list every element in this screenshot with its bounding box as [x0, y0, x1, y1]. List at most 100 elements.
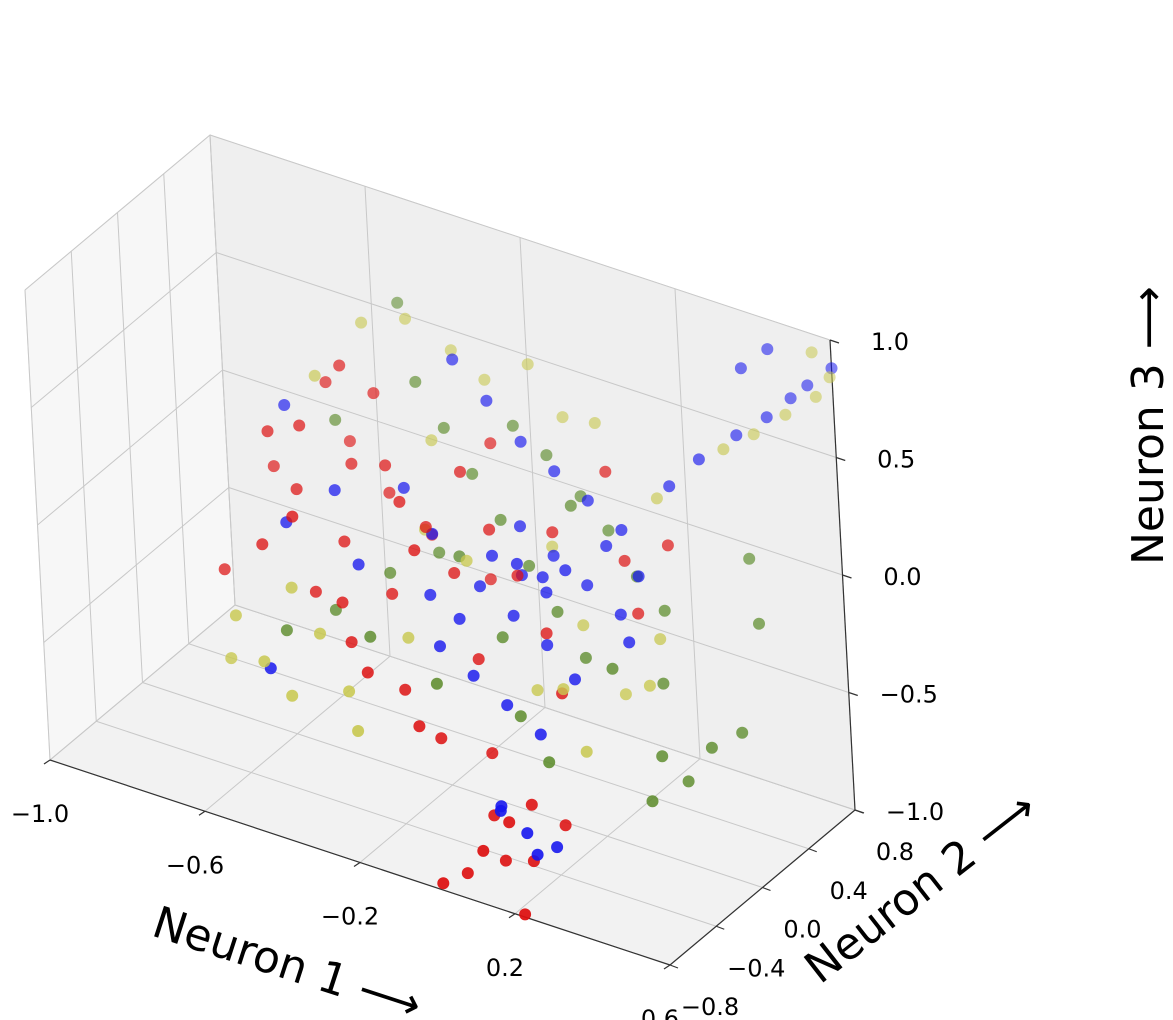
- x-tick-mark: [508, 913, 516, 919]
- y-tick-label: −0.8: [681, 993, 739, 1020]
- data-point-series-1: [399, 312, 411, 325]
- z-tick-mark: [848, 691, 858, 697]
- data-point-series-2: [540, 449, 553, 462]
- data-point-series-0: [343, 435, 356, 448]
- data-point-series-2: [656, 750, 669, 763]
- data-point-series-1: [521, 358, 534, 371]
- data-point-series-0: [540, 627, 553, 640]
- data-point-series-1: [425, 434, 438, 447]
- z-tick-mark: [842, 574, 852, 579]
- data-point-series-1: [343, 685, 356, 698]
- data-point-series-3: [569, 673, 581, 686]
- data-point-series-0: [419, 521, 432, 533]
- data-point-series-3: [614, 608, 627, 621]
- data-point-series-3: [730, 429, 743, 442]
- data-point-series-1: [619, 688, 632, 701]
- y-tick-label: 0.4: [830, 877, 868, 905]
- data-point-series-2: [466, 467, 479, 480]
- data-point-series-3: [559, 564, 572, 577]
- data-point-series-3: [692, 453, 705, 466]
- data-point-series-3: [801, 379, 814, 392]
- data-point-series-0: [386, 587, 399, 600]
- data-point-series-3: [507, 609, 520, 622]
- data-point-series-0: [486, 747, 499, 760]
- y-tick-mark: [669, 964, 679, 969]
- data-point-series-1: [229, 609, 242, 622]
- data-point-series-3: [825, 362, 838, 375]
- z-tick-label: −1.0: [886, 798, 944, 826]
- data-point-series-1: [355, 316, 368, 329]
- x-tick-label: 0.2: [486, 954, 524, 982]
- data-point-series-3: [632, 570, 645, 583]
- y-grid-floor: [188, 643, 809, 850]
- data-point-series-1: [577, 619, 590, 632]
- data-point-series-1: [805, 346, 818, 359]
- data-point-series-1: [588, 417, 601, 429]
- data-point-series-0: [345, 457, 358, 470]
- data-point-series-0: [290, 483, 303, 496]
- data-point-series-1: [779, 408, 792, 421]
- data-point-series-0: [484, 573, 497, 586]
- data-point-series-3: [534, 728, 547, 741]
- data-point-series-0: [293, 419, 306, 432]
- data-point-series-3: [446, 353, 459, 366]
- z-grid-left: [37, 369, 223, 526]
- z-tick-mark: [836, 456, 846, 462]
- data-point-series-0: [472, 653, 485, 666]
- data-point-series-2: [753, 617, 765, 630]
- data-point-series-2: [705, 741, 718, 754]
- data-point-series-3: [541, 639, 554, 652]
- data-point-series-1: [460, 554, 473, 567]
- data-point-series-1: [402, 631, 415, 644]
- z-axis-label: Neuron 3 ⟶: [1123, 286, 1173, 565]
- data-point-series-0: [599, 465, 612, 478]
- data-point-series-3: [581, 494, 594, 507]
- x-tick-mark: [198, 810, 206, 816]
- z-grid-back: [234, 604, 856, 811]
- data-point-series-1: [650, 492, 663, 505]
- data-point-series-1: [654, 633, 667, 646]
- data-point-series-2: [646, 795, 659, 808]
- data-point-series-3: [548, 465, 561, 478]
- data-point-series-1: [557, 683, 570, 696]
- data-point-series-0: [309, 585, 322, 598]
- data-point-series-0: [525, 798, 538, 811]
- data-point-series-2: [391, 296, 404, 309]
- data-point-series-3: [663, 480, 676, 493]
- data-point-series-2: [329, 413, 342, 426]
- data-point-series-1: [444, 344, 457, 357]
- data-points: [218, 296, 838, 921]
- data-point-series-0: [261, 425, 274, 438]
- data-point-series-2: [409, 375, 422, 388]
- z-tick-mark: [829, 339, 840, 344]
- z-grid-back: [209, 134, 831, 341]
- data-point-series-2: [564, 499, 577, 512]
- data-point-series-1: [717, 443, 730, 456]
- data-point-series-0: [345, 636, 358, 649]
- data-point-series-1: [352, 725, 365, 737]
- data-point-series-0: [319, 376, 332, 389]
- data-point-series-3: [581, 579, 594, 592]
- data-point-series-3: [494, 804, 507, 817]
- y-tick-label: 0.0: [783, 916, 821, 944]
- data-point-series-2: [506, 419, 519, 432]
- y-grid-floor: [96, 720, 717, 927]
- data-point-series-0: [511, 569, 524, 582]
- data-point-series-2: [579, 651, 592, 664]
- z-tick-label: 0.0: [883, 563, 921, 591]
- data-point-series-0: [632, 607, 645, 620]
- data-point-series-1: [643, 679, 656, 692]
- data-point-series-0: [393, 495, 406, 508]
- data-point-series-3: [474, 580, 486, 593]
- data-point-series-3: [615, 524, 628, 536]
- data-point-series-1: [225, 652, 238, 665]
- data-point-series-2: [543, 756, 556, 769]
- data-point-series-2: [602, 524, 615, 537]
- data-point-series-2: [551, 605, 564, 618]
- data-point-series-3: [623, 636, 636, 649]
- data-point-series-0: [454, 465, 466, 478]
- data-point-series-0: [336, 596, 349, 609]
- y-tick-mark: [808, 848, 817, 853]
- data-point-series-3: [278, 399, 291, 411]
